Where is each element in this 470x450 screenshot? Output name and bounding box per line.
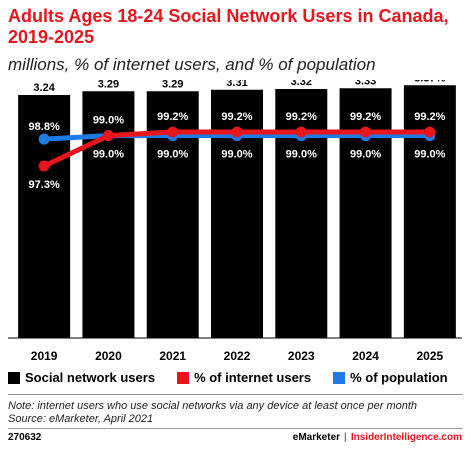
x-tick-label: 2020 — [95, 349, 122, 363]
chart-id: 270632 — [8, 432, 42, 443]
population-label: 99.0% — [93, 149, 124, 161]
internet-users-label: 99.0% — [93, 115, 124, 127]
chart-notes: Note: internet users who use social netw… — [8, 400, 417, 426]
bar — [275, 89, 328, 338]
series-point — [38, 160, 50, 172]
legend-label: Social network users — [25, 370, 156, 385]
x-tick-label: 2024 — [352, 349, 379, 363]
divider — [8, 428, 463, 429]
series-point — [38, 133, 50, 145]
internet-users-label: 99.2% — [157, 111, 188, 123]
footer-brand: eMarketer | InsiderIntelligence.com — [293, 432, 462, 443]
bar-value-label: 3.33 — [355, 80, 376, 87]
chart-title: Adults Ages 18-24 Social Network Users i… — [8, 6, 449, 47]
internet-users-label: 99.2% — [350, 111, 381, 123]
legend-item-social-network-users: Social network users — [8, 370, 155, 385]
x-tick-label: 2023 — [288, 349, 315, 363]
bar-value-label: 3.37% — [414, 80, 445, 84]
legend-item-internet-users: % of internet users — [177, 370, 311, 385]
series-point — [167, 126, 179, 138]
population-label: 98.8% — [29, 121, 60, 133]
brand-name: eMarketer — [292, 432, 341, 443]
bar — [339, 88, 392, 338]
series-point — [231, 126, 243, 138]
population-label: 99.0% — [221, 149, 252, 161]
bar-value-label: 3.31 — [226, 80, 247, 89]
internet-users-label: 99.2% — [221, 111, 252, 123]
x-tick-label: 2021 — [159, 349, 186, 363]
bar-value-label: 3.32 — [291, 80, 312, 88]
series-point — [295, 126, 307, 138]
internet-users-label: 99.2% — [414, 111, 445, 123]
chart-plot: 3.24 2019 3.29 2020 3.29 2021 3.31 2022 3.32 2023… — [8, 80, 462, 363]
x-tick-label: 2025 — [417, 349, 444, 363]
legend-swatch-social-network-users — [8, 371, 20, 384]
population-label: 99.0% — [350, 149, 381, 161]
legend-swatch-population — [333, 371, 346, 384]
legend-label: % of population — [350, 370, 448, 385]
brand-separator: | — [344, 432, 347, 443]
brand-site: InsiderIntelligence.com — [350, 432, 462, 443]
internet-users-label: 97.3% — [29, 179, 60, 191]
note-text: Note: internet users who use social netw… — [8, 400, 418, 412]
legend-swatch-internet-users — [177, 371, 190, 384]
legend-item-population: % of population — [333, 370, 448, 385]
population-label: 99.0% — [157, 149, 188, 161]
bar — [82, 91, 135, 338]
series-point — [424, 126, 436, 138]
chart-subtitle: millions, % of internet users, and % of … — [8, 55, 376, 74]
bar — [403, 85, 456, 338]
x-tick-label: 2022 — [224, 349, 251, 363]
source-text: Source: eMarketer, April 2021 — [8, 413, 154, 425]
series-point — [360, 126, 372, 138]
population-label: 99.0% — [286, 149, 317, 161]
legend-label: % of internet users — [194, 370, 312, 385]
bar-value-label: 3.29 — [162, 80, 183, 90]
series-point — [102, 130, 114, 142]
population-label: 99.0% — [414, 149, 445, 161]
x-tick-label: 2019 — [31, 349, 58, 363]
internet-users-label: 99.2% — [286, 111, 317, 123]
bar-value-label: 3.29 — [98, 80, 119, 90]
divider — [8, 394, 463, 395]
legend: Social network users % of internet users… — [8, 370, 470, 385]
bar-value-label: 3.24 — [33, 82, 55, 94]
